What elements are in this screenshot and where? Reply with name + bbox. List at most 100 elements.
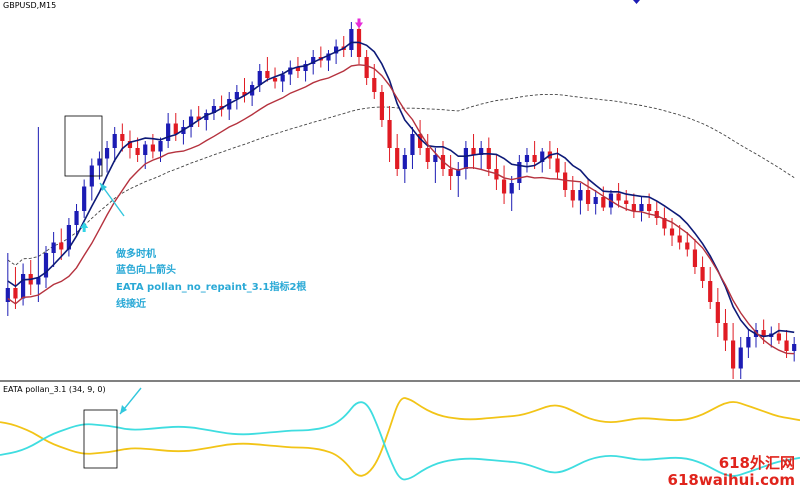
indicator-lines [0,397,800,481]
candle [501,165,507,204]
candle-body [150,144,155,152]
candle-body [364,57,369,78]
candle [349,22,354,57]
highlight-box-indicator [83,409,118,469]
candle-body [578,190,583,201]
candle [708,267,713,309]
candle-body [585,190,591,204]
candle-body [173,123,178,134]
candle-body [570,190,575,201]
candle [410,127,415,169]
candle-body [311,57,316,64]
candle [379,85,385,127]
candle [746,330,751,358]
candle-body [166,123,171,141]
candle-body [471,148,476,155]
candle-body [555,158,560,173]
highlight-box-main [64,115,103,177]
candle [272,67,278,89]
candle-body [51,242,56,253]
indicator-line-yellow [0,397,800,477]
candle-body [761,330,766,337]
candle-body [196,116,201,120]
candle [448,155,453,190]
candle-body [188,116,194,127]
candle [20,263,26,306]
candle [372,64,377,99]
candle [120,123,125,152]
candle [395,134,400,176]
candle-body [13,288,18,299]
candle-body [135,148,140,155]
candle [685,232,690,257]
candle [677,225,682,250]
candle-body [97,158,102,166]
candle-body [509,183,514,194]
candle-body [303,64,308,71]
candle-body [486,148,491,169]
candle-body [349,29,354,50]
candle [173,113,178,141]
candle-body [66,225,71,250]
candle-body [540,151,545,162]
candle-body [288,67,293,75]
candle [303,60,308,82]
candle-body [723,323,728,341]
candle [532,141,537,169]
candle-body [20,274,26,299]
candle-body [593,197,598,204]
candle [616,183,621,208]
candle [135,137,140,162]
candle-body [685,242,690,250]
candle-body [372,78,377,92]
candle-body [784,340,789,351]
candle [776,323,782,344]
candle [204,109,209,131]
annotation-line-2: 蓝色向上箭头 [116,263,176,276]
candle-body [334,46,339,54]
main-price-panel: GBPUSD,M15 [3,1,797,379]
candle-body [700,267,705,281]
candle-body [36,277,41,285]
candle-body [425,148,430,162]
pointer-arrowhead-main [100,183,107,191]
main-chart-title: GBPUSD,M15 [3,1,56,10]
candle-body [82,186,87,211]
candle [692,239,698,274]
candle [5,253,10,316]
candle [425,134,430,169]
candle [188,109,194,138]
candle [257,64,262,92]
candle [792,337,797,362]
candle-body [463,148,468,169]
candle-body [501,179,507,194]
candle [104,141,110,173]
candle [326,50,331,71]
candle-body [326,53,331,61]
candle-body [417,134,423,148]
sell-arrow-icon [355,18,364,29]
candle-body [265,71,270,78]
candle-body [234,92,239,99]
candle-body [257,71,262,85]
candle [486,137,491,176]
watermark-line-1: 618外汇网 [719,454,795,472]
candle-body [647,204,652,211]
candle [51,232,56,267]
annotation-line-3: EATA pollan_no_repaint_3.1指标2根 [116,280,306,293]
candle [471,134,476,169]
candle-body [456,169,461,176]
candle-body [639,204,644,211]
candle [265,57,270,82]
annotation-line-4: 线接近 [116,297,146,310]
candle [524,148,530,173]
candle [127,130,133,159]
candle-body [410,134,415,155]
watermark-line-2: 618waihui.com [668,471,795,489]
candle-body [402,155,407,169]
candle [700,256,705,288]
candle [715,288,720,337]
candle [66,218,71,257]
candle-body [715,302,720,323]
